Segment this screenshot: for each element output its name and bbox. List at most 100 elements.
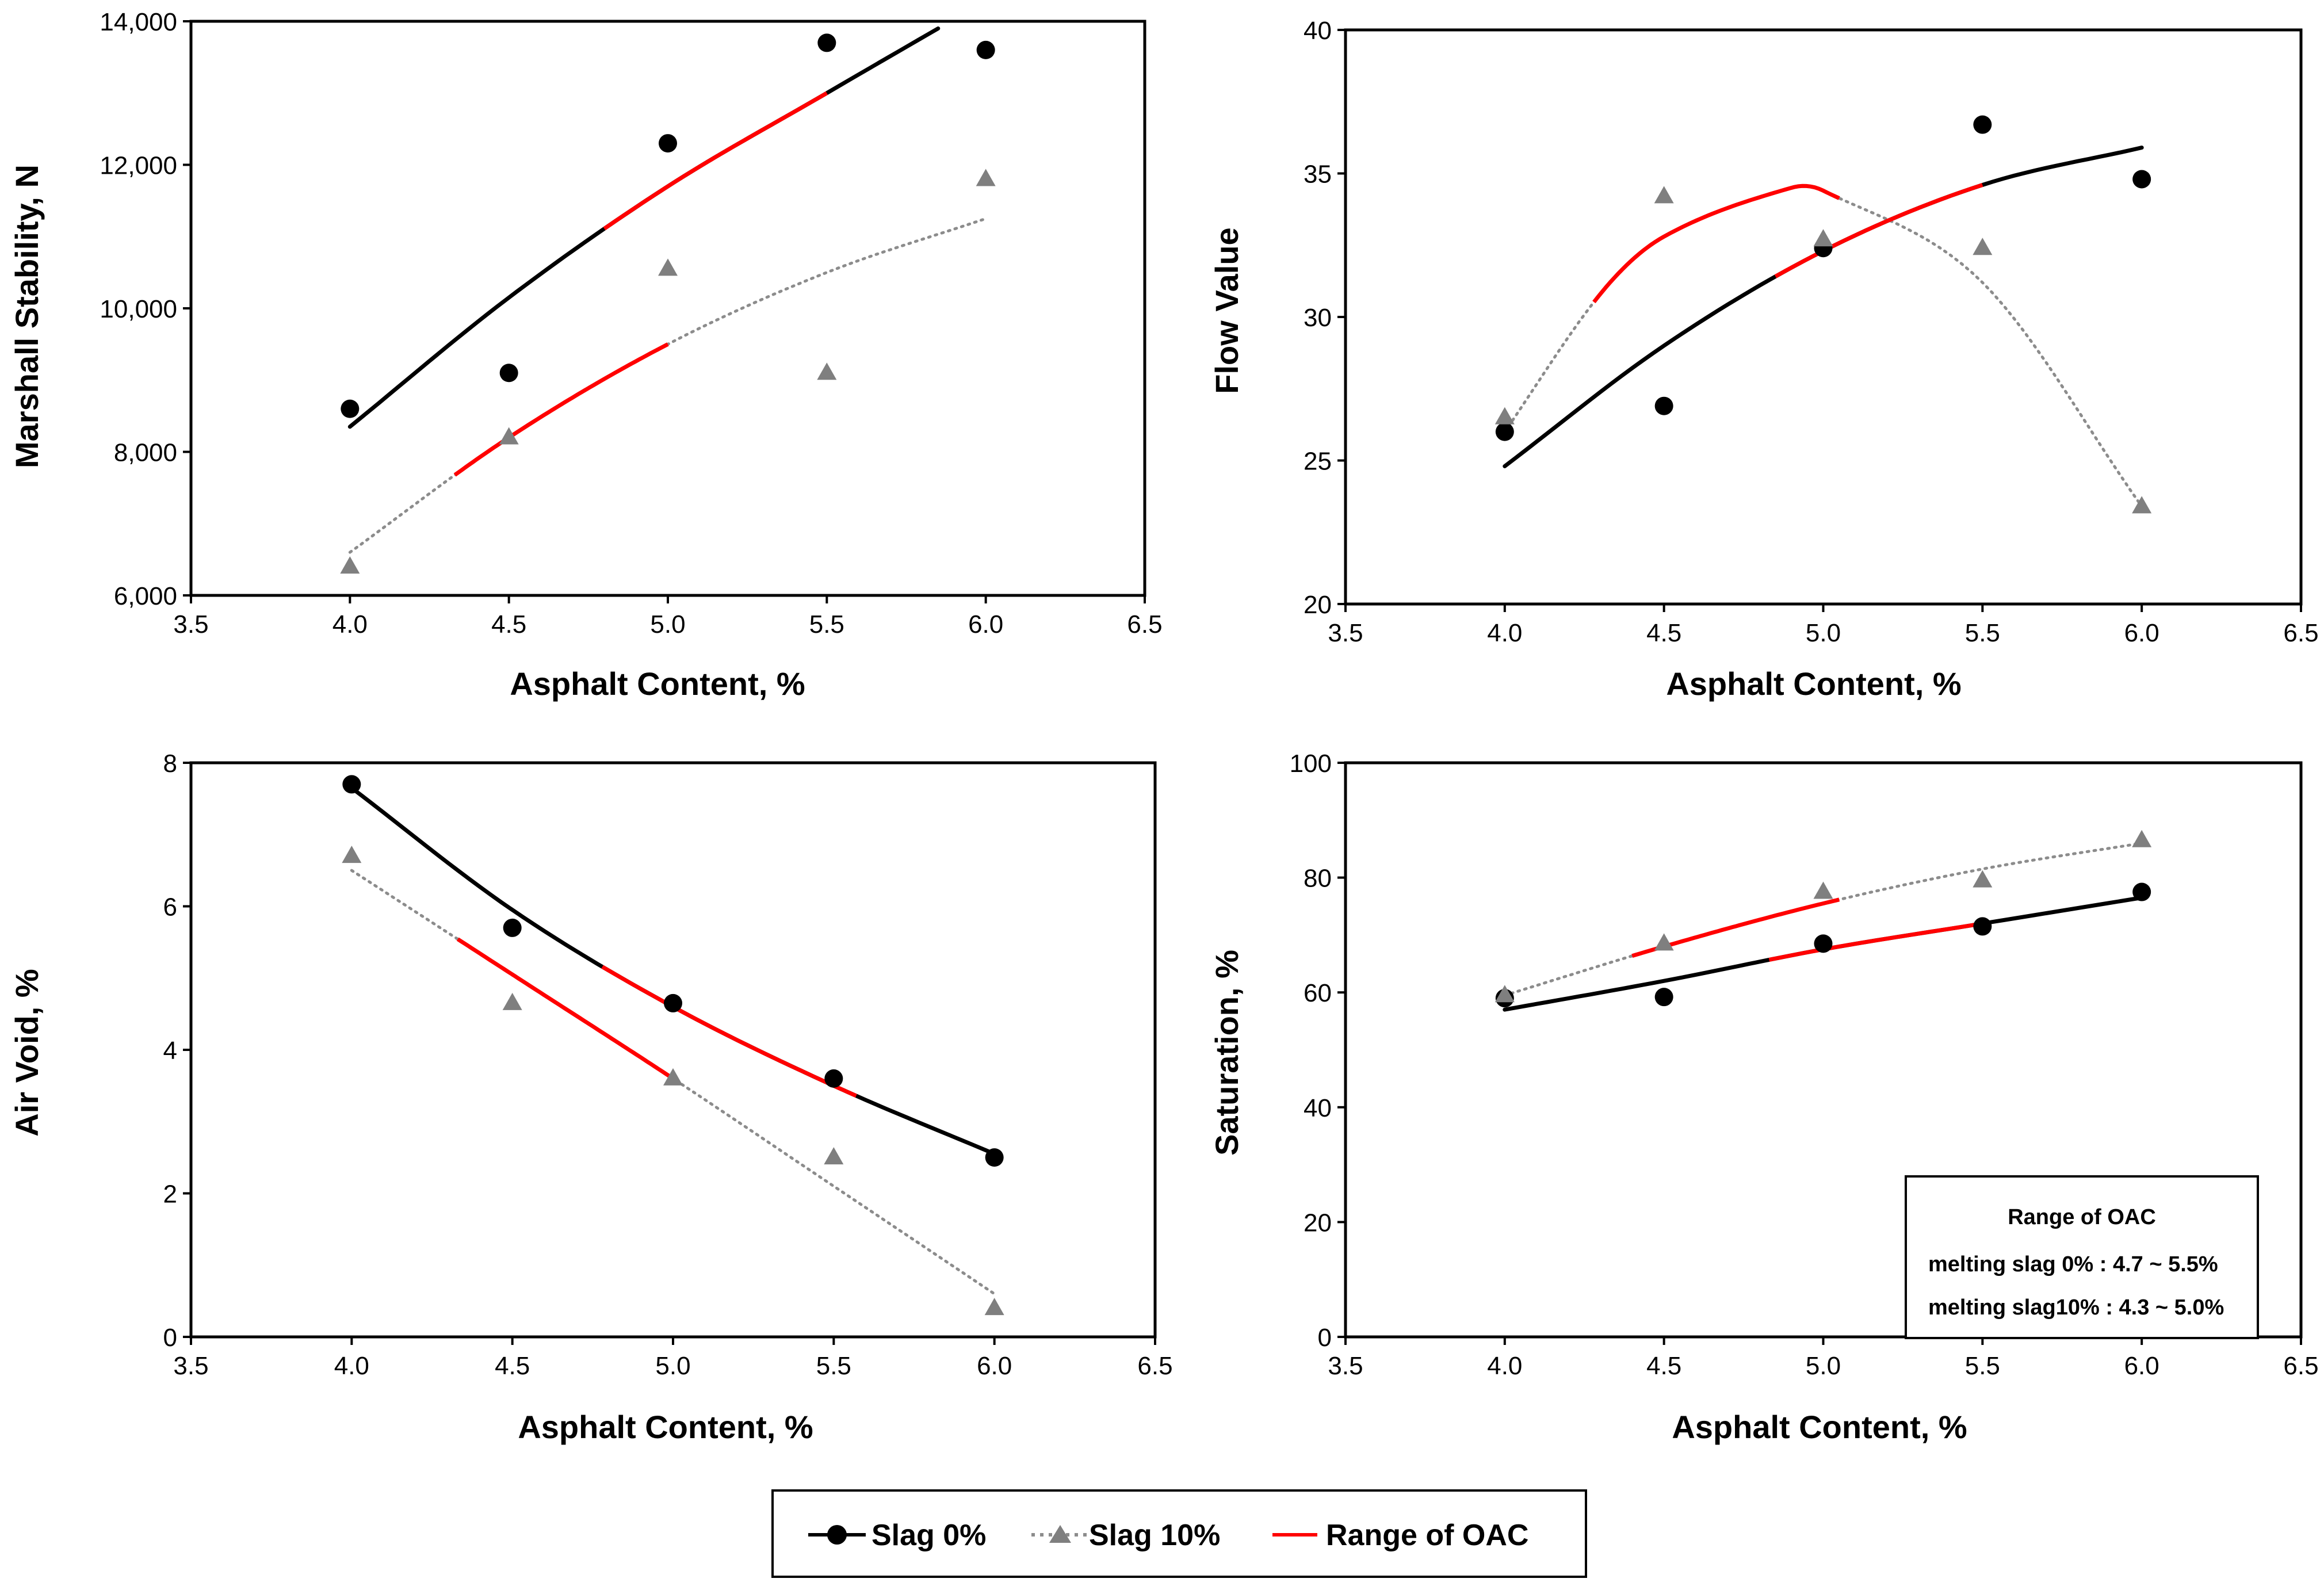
flow-xtick-label: 3.5 <box>1328 619 1363 647</box>
airvoid-ytick-label: 0 <box>163 1324 177 1352</box>
stability-xtick-label: 6.0 <box>968 610 1003 639</box>
airvoid-xtick-label: 4.0 <box>334 1352 369 1380</box>
stability-slag0-point <box>659 134 677 153</box>
stability-slag10-point <box>817 362 837 380</box>
airvoid-xtick-label: 6.5 <box>1137 1352 1172 1380</box>
saturation-xtick-label: 5.0 <box>1806 1352 1841 1380</box>
saturation-xtick-label: 5.5 <box>1965 1352 2000 1380</box>
flow-xtick-label: 6.0 <box>2124 619 2159 647</box>
stability-ytick-label: 6,000 <box>114 582 177 610</box>
flow-ytick-label: 30 <box>1304 304 1332 332</box>
flow-slag10-point <box>1654 186 1674 204</box>
stability-xtick-label: 4.0 <box>332 610 368 639</box>
legend: Slag 0% Slag 10% Range of OAC <box>771 1489 1587 1578</box>
airvoid-slag0-point <box>342 775 361 794</box>
saturation-ylabel: Saturation, % <box>1209 950 1245 1156</box>
stability-panel: Marshall Stability, N Asphalt Content, %… <box>9 8 1163 702</box>
airvoid-ylabel: Air Void, % <box>9 969 45 1136</box>
stability-xtick-label: 6.5 <box>1127 610 1162 639</box>
saturation-slag0-point <box>1973 917 1992 936</box>
flow-xlabel: Asphalt Content, % <box>1666 666 1961 702</box>
saturation-ytick-label: 20 <box>1304 1209 1332 1237</box>
airvoid-xtick-label: 3.5 <box>173 1352 208 1380</box>
saturation-slag0-point <box>2132 882 2151 901</box>
saturation-slag10-point <box>1494 985 1515 1003</box>
stability-ylabel: Marshall Stability, N <box>9 165 45 468</box>
flow-ytick-label: 40 <box>1304 17 1332 45</box>
saturation-xtick-label: 6.5 <box>2283 1352 2318 1380</box>
stability-slag10-point <box>340 556 360 574</box>
stability-slag0-point <box>976 40 995 59</box>
legend-oac-label: Range of OAC <box>1326 1519 1528 1552</box>
airvoid-slag10-point <box>824 1147 844 1165</box>
oac-inset-box: Range of OAC melting slag 0% : 4.7 ~ 5.5… <box>1905 1175 2259 1339</box>
flow-xtick-label: 5.5 <box>1965 619 2000 647</box>
stability-slag0-point <box>499 364 518 383</box>
saturation-xtick-label: 4.5 <box>1646 1352 1681 1380</box>
oac-inset-title: Range of OAC <box>2008 1205 2156 1229</box>
flow-slag10-point <box>1973 238 1993 255</box>
flow-xtick-label: 5.0 <box>1806 619 1841 647</box>
flow-slag10-oac-segment <box>1592 184 1840 304</box>
airvoid-slag0-point <box>985 1148 1004 1167</box>
saturation-slag0-oac-segment <box>1768 921 1983 962</box>
airvoid-xtick-label: 4.5 <box>495 1352 530 1380</box>
airvoid-ytick-label: 6 <box>163 893 177 922</box>
saturation-xtick-label: 3.5 <box>1328 1352 1363 1380</box>
saturation-ytick-label: 0 <box>1318 1324 1332 1352</box>
airvoid-xtick-label: 5.0 <box>655 1352 690 1380</box>
flow-panel: Flow Value Asphalt Content, % 3.5 4.0 4.5 5… <box>1209 17 2319 702</box>
stability-xlabel: Asphalt Content, % <box>510 666 805 702</box>
stability-ytick-label: 14,000 <box>100 8 177 36</box>
flow-slag10-point <box>1494 407 1515 425</box>
flow-slag0-point <box>2132 170 2151 189</box>
airvoid-slag10-point <box>984 1298 1004 1316</box>
stability-slag10-point <box>976 169 996 186</box>
stability-slag10-point <box>658 258 678 276</box>
stability-slag10-oac-segment <box>453 342 669 477</box>
stability-xtick-label: 5.5 <box>809 610 844 639</box>
legend-slag0-marker <box>827 1525 847 1545</box>
saturation-slag10-point <box>1654 933 1674 951</box>
airvoid-slag0-point <box>664 993 682 1012</box>
saturation-ytick-label: 80 <box>1304 865 1332 893</box>
airvoid-slag0-oac-segment <box>601 965 857 1098</box>
flow-slag10-point <box>2132 496 2152 514</box>
saturation-ytick-label: 40 <box>1304 1094 1332 1122</box>
airvoid-ytick-label: 4 <box>163 1037 177 1065</box>
saturation-slag10-point <box>1973 870 1993 888</box>
saturation-ytick-label: 60 <box>1304 979 1332 1007</box>
flow-ytick-label: 25 <box>1304 448 1332 476</box>
legend-slag0-label: Slag 0% <box>871 1519 986 1552</box>
saturation-slag0-point <box>1654 988 1673 1007</box>
legend-slag10-marker <box>1049 1525 1071 1543</box>
legend-slag10-label: Slag 10% <box>1089 1519 1220 1552</box>
airvoid-panel: Air Void, % Asphalt Content, % 3.5 4.0 4.5… <box>9 750 1173 1445</box>
airvoid-xtick-label: 5.5 <box>816 1352 851 1380</box>
flow-ylabel: Flow Value <box>1209 227 1245 393</box>
saturation-slag10-point <box>2132 830 2152 847</box>
flow-slag0-point <box>1495 422 1514 441</box>
flow-xtick-label: 6.5 <box>2283 619 2318 647</box>
flow-xtick-label: 4.5 <box>1646 619 1681 647</box>
stability-ytick-label: 10,000 <box>100 295 177 323</box>
stability-xtick-label: 3.5 <box>173 610 208 639</box>
oac-inset-line-2: melting slag10% : 4.3 ~ 5.0% <box>1928 1295 2224 1320</box>
oac-inset-frame <box>1905 1175 2259 1339</box>
airvoid-slag10-point <box>502 992 522 1010</box>
airvoid-xtick-label: 6.0 <box>977 1352 1012 1380</box>
saturation-panel: Saturation, % Asphalt Content, % 3.5 4.0 4… <box>1209 750 2319 1445</box>
saturation-xtick-label: 4.0 <box>1487 1352 1522 1380</box>
airvoid-slag10-point <box>342 846 362 863</box>
stability-xtick-label: 5.0 <box>650 610 685 639</box>
airvoid-slag0-point <box>503 918 522 937</box>
flow-slag0-point <box>1654 396 1673 415</box>
saturation-xlabel: Asphalt Content, % <box>1672 1409 1967 1445</box>
flow-slag0-oac-segment <box>1774 183 1983 278</box>
oac-inset-line-1: melting slag 0% : 4.7 ~ 5.5% <box>1928 1252 2218 1276</box>
stability-ytick-label: 8,000 <box>114 439 177 467</box>
airvoid-slag10-oac-segment <box>456 937 674 1080</box>
saturation-slag0-point <box>1814 934 1833 953</box>
saturation-xtick-label: 6.0 <box>2124 1352 2159 1380</box>
